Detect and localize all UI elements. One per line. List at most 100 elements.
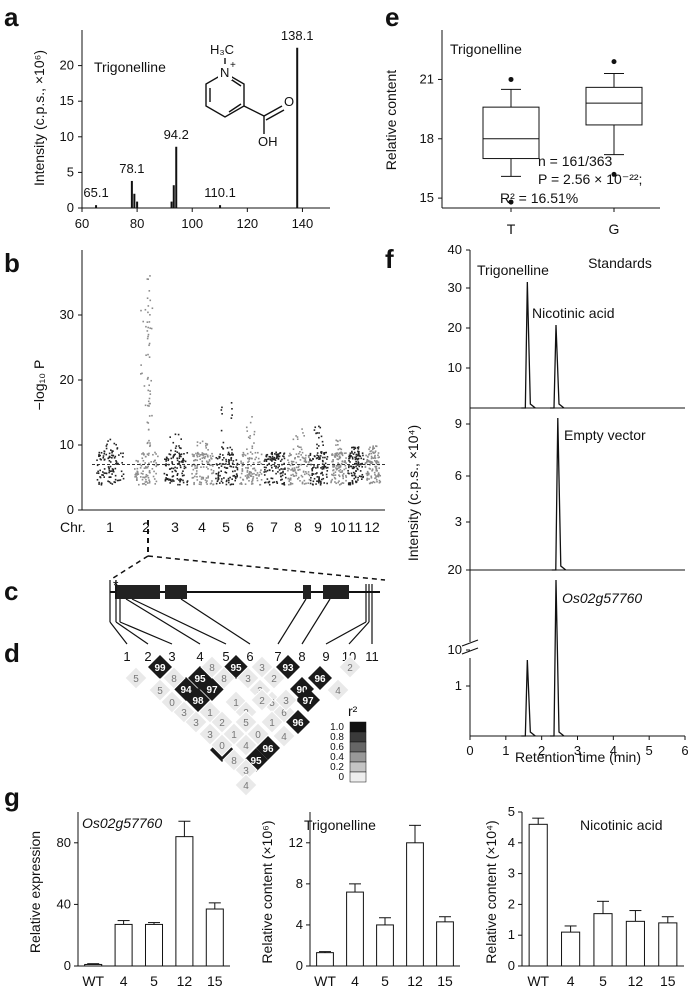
b-snp-point (277, 471, 279, 473)
b-snp-point (168, 479, 170, 481)
b-snp-point (183, 465, 186, 468)
b-snp-point (279, 451, 282, 454)
b-snp-point (202, 456, 205, 459)
d-ld-cell-value: 95 (194, 674, 206, 685)
b-snp-point (343, 452, 346, 455)
c-o-double (265, 109, 285, 121)
b-snp-point (111, 457, 113, 459)
b-snp-point (298, 446, 300, 449)
b-snp-point (151, 414, 153, 417)
panel-b-ylabel: −log₁₀ P (31, 360, 47, 411)
b-snp-point (325, 467, 328, 469)
b-snp-point (136, 473, 139, 475)
b-snp-point (294, 468, 296, 471)
b-snp-point (228, 462, 230, 465)
d-snp-label: 4 (196, 649, 203, 664)
b-snp-point (195, 470, 198, 472)
b-snp-point (275, 480, 278, 483)
b-snp-point (378, 456, 380, 458)
f-ytick-label: 20 (448, 562, 462, 577)
b-snp-point (332, 459, 334, 461)
b-snp-point (344, 464, 347, 467)
b-snp-point (336, 458, 339, 460)
b-snp-point (379, 474, 382, 477)
b-snp-point (148, 405, 150, 407)
b-snp-point (199, 481, 201, 483)
b-snp-point (297, 469, 299, 471)
b-snp-point (266, 469, 269, 472)
b-snp-point (337, 462, 339, 464)
b-snp-point (319, 426, 322, 429)
d-ld-cell-value: 4 (281, 732, 287, 743)
b-snp-point (232, 466, 235, 468)
b-snp-point (321, 466, 324, 468)
b-snp-point (215, 463, 218, 465)
b-snp-point (145, 473, 148, 476)
d-ld-cell-high (276, 655, 300, 679)
b-snp-point (179, 464, 182, 467)
b-snp-point (360, 475, 363, 478)
b-snp-point (148, 321, 151, 323)
b-snp-point (361, 466, 363, 468)
b-snp-point (368, 452, 371, 455)
panel-f-xlabel: Retention time (min) (515, 749, 641, 765)
b-snp-point (149, 275, 151, 277)
b-snp-point (278, 455, 281, 458)
b-snp-point (271, 466, 273, 469)
structure-oh: OH (258, 134, 278, 149)
b-snp-point (369, 461, 372, 464)
g3-xtick-label: WT (527, 973, 549, 989)
b-snp-point (316, 476, 319, 478)
b-snp-point (260, 469, 262, 471)
panel-g-letter: g (4, 782, 20, 812)
panel-g1-chart: Os02g57760 Relative expression 0 40 80 WT 4 5… (27, 812, 230, 989)
b-snp-point (176, 478, 179, 480)
b-snp-point (315, 432, 317, 435)
b-snp-point (154, 459, 156, 462)
b-snp-point (149, 327, 151, 329)
b-snp-point (377, 472, 380, 474)
b-snp-point (325, 451, 327, 454)
d-ld-cell-value: 1 (233, 698, 239, 709)
d-snp-label: 8 (298, 649, 305, 664)
b-chr-group (163, 433, 189, 486)
b-snp-point (102, 474, 105, 476)
b-snp-point (296, 438, 299, 441)
b-snp-point (253, 467, 256, 470)
b-snp-point (355, 481, 357, 484)
g3-ytick-label: 5 (508, 804, 515, 819)
b-snp-point (177, 433, 180, 436)
b-snp-point (232, 475, 235, 477)
b-snp-point (138, 483, 140, 486)
b-snp-point (194, 467, 196, 470)
structure-methyl: H₃C (210, 42, 234, 57)
g3-ytick-label: 1 (508, 927, 515, 942)
b-snp-point (165, 477, 167, 479)
b-snp-point (300, 448, 303, 451)
b-chr-label: 6 (246, 519, 254, 535)
b-snp-point (200, 478, 203, 480)
b-snp-point (356, 458, 358, 460)
b-snp-point (303, 460, 306, 463)
b-snp-point (228, 460, 230, 463)
b-snp-point (255, 474, 258, 476)
b-snp-point (291, 467, 294, 470)
b-snp-point (193, 481, 195, 484)
b-snp-point (377, 475, 380, 478)
b-snp-point (250, 457, 253, 460)
b-snp-point (219, 453, 222, 456)
b-snp-point (182, 479, 184, 482)
b-snp-point (251, 447, 254, 450)
b-snp-point (325, 473, 328, 476)
b-snp-point (182, 470, 184, 472)
b-snp-point (146, 421, 149, 424)
b-snp-point (115, 462, 117, 465)
b-snp-point (111, 473, 113, 475)
d-ld-cell-value: 0 (169, 698, 175, 709)
f-ytick-label: 1 (455, 678, 462, 693)
g2-xtick-label: 4 (351, 973, 359, 989)
b-snp-point (249, 435, 252, 437)
b-snp-point (316, 432, 319, 434)
b-snp-point (366, 474, 369, 477)
b-snp-point (109, 470, 111, 473)
